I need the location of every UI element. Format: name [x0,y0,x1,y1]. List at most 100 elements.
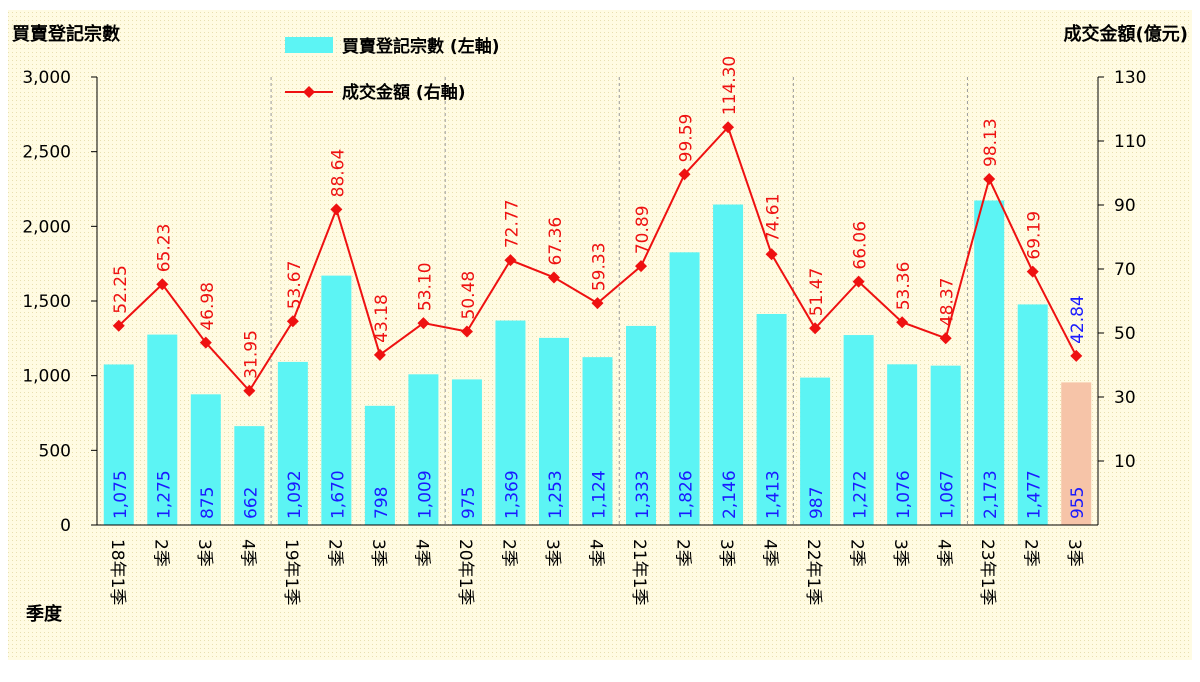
x-tick-label: 20年1季 [455,539,475,605]
line-value-label: 43.18 [372,294,392,343]
y2-tick-label: 50 [1114,324,1136,344]
x-tick-label: 3季 [890,539,910,567]
y2-tick-label: 110 [1114,132,1146,152]
bar-value-label: 1,413 [764,470,784,519]
line-marker [460,325,473,338]
x-tick-label: 3季 [542,539,562,567]
line-value-label: 42.84 [1068,295,1088,344]
bar [974,200,1005,526]
x-tick-label: 2季 [847,539,867,567]
line-value-label: 53.36 [894,262,914,311]
y2-tick-label: 10 [1114,452,1136,472]
line-marker [112,319,125,332]
bar-value-label: 1,477 [1025,470,1045,519]
x-tick-label: 21年1季 [629,539,649,605]
bar [277,361,308,525]
line-value-label: 99.59 [677,114,697,163]
bar [887,364,918,525]
bar [147,334,178,525]
x-tick-label: 23年1季 [977,539,997,605]
bar [930,365,961,525]
x-tick-label: 2季 [498,539,518,567]
bar [800,377,831,525]
bar-value-label: 875 [198,487,218,519]
line-value-label: 59.33 [590,242,610,291]
bar [582,357,613,525]
x-tick-label: 4季 [760,539,780,567]
x-tick-label: 22年1季 [803,539,823,605]
y-tick-label: 1,000 [22,367,71,387]
line-marker [199,336,212,349]
legend-swatch [285,37,333,53]
x-tick-label: 3季 [1064,539,1084,567]
line-marker [635,260,648,273]
x-tick-label: 2季 [1021,539,1041,567]
bar-value-label: 798 [372,487,392,519]
y2-tick-label: 130 [1114,68,1146,88]
line-value-label: 69.19 [1025,211,1045,260]
y-tick-label: 2,500 [22,143,71,163]
line-value-label: 70.89 [633,205,653,254]
line-marker [547,271,560,284]
line-marker [330,203,343,216]
bar [538,337,569,525]
line-value-label: 74.61 [764,194,784,243]
line-value-label: 53.67 [285,261,305,310]
x-tick-label: 3季 [716,539,736,567]
bar [1061,382,1092,525]
line-marker [765,248,778,261]
bar-value-label: 1,009 [415,470,435,519]
legend-label: 成交金額 (右軸) [342,82,465,103]
y2-axis-title: 成交金額(億元) [1064,23,1188,45]
y-tick-label: 2,000 [22,217,71,237]
line-marker [678,168,691,181]
line-marker [417,317,430,330]
x-tick-label: 3季 [368,539,388,567]
line-value-label: 66.06 [851,221,871,270]
y-tick-label: 500 [39,441,71,461]
bar-value-label: 1,275 [154,470,174,519]
line-marker [939,332,952,345]
legend-label: 買賣登記宗數 (左軸) [342,36,499,57]
line-marker [722,121,735,134]
line-marker [983,172,996,185]
line-marker [852,275,865,288]
legend-marker [303,86,315,98]
line-marker [286,315,299,328]
bar [1017,304,1048,525]
line-marker [591,297,604,310]
line-value-label: 65.23 [154,224,174,273]
bar [626,325,657,525]
line-value-label: 72.77 [502,199,522,248]
bar-value-label: 1,826 [677,470,697,519]
bar [451,379,482,525]
x-tick-label: 4季 [934,539,954,567]
bar-value-label: 1,075 [111,470,131,519]
x-tick-label: 2季 [324,539,344,567]
bar [321,275,352,525]
x-tick-label: 3季 [194,539,214,567]
bar-value-label: 662 [241,487,261,519]
bar [234,426,265,525]
line-marker [243,384,256,397]
line-marker [504,254,517,267]
bar-value-label: 1,092 [285,470,305,519]
x-tick-label: 4季 [237,539,257,567]
bar-value-label: 975 [459,487,479,519]
x-tick-label: 2季 [150,539,170,567]
bar [713,204,744,525]
bar [669,252,700,526]
line-marker [1070,349,1083,362]
bar-value-label: 1,124 [590,470,610,519]
y-tick-label: 0 [60,516,71,536]
y2-tick-label: 30 [1114,388,1136,408]
x-tick-label: 4季 [586,539,606,567]
y2-tick-label: 70 [1114,260,1136,280]
y-tick-label: 1,500 [22,292,71,312]
bar-value-label: 955 [1068,487,1088,519]
line-value-label: 53.10 [415,262,435,311]
x-tick-label: 18年1季 [107,539,127,605]
line-value-label: 51.47 [807,268,827,317]
bar [495,320,526,525]
bar [408,374,439,525]
